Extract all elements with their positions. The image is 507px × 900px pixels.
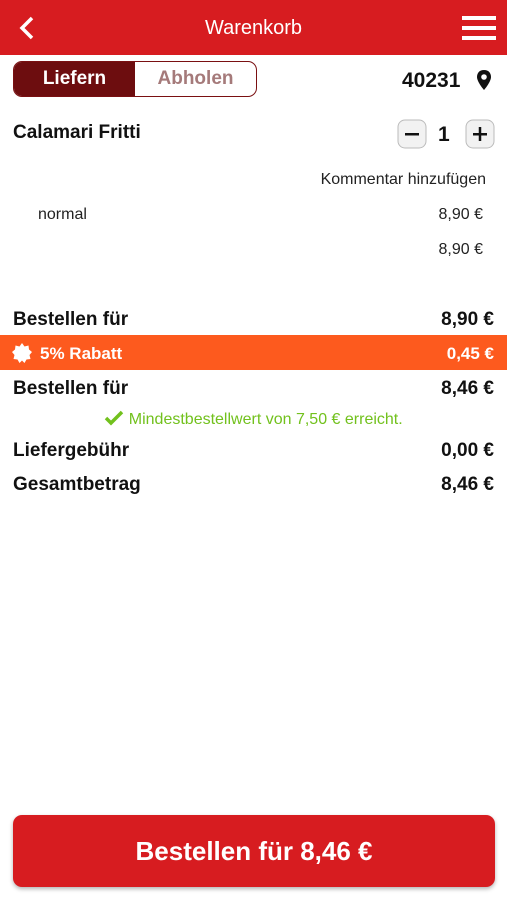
quantity: 1 [438,123,450,146]
mode-toggle: Liefern Abholen [13,61,257,97]
discounted-value: 8,46 € [441,378,494,399]
subtotal-label: Bestellen für [13,309,129,330]
header [0,0,507,55]
total-value: 8,46 € [441,474,494,495]
discount-label: 5% Rabatt [40,344,123,363]
toggle-option[interactable]: Abholen [157,68,234,89]
item-option: normal [38,206,87,223]
discount-bar [0,335,507,370]
minimum-note-row: Mindestbestellwert von 7,50 € erreicht. [0,410,507,428]
option-price: 8,90 € [438,206,483,223]
discount-value: 0,45 € [446,344,494,363]
location-icon [477,70,491,90]
item-total: 8,90 € [438,241,483,258]
header-title: Warenkorb [204,17,303,39]
back-button[interactable] [16,15,40,41]
minimum-note: Mindestbestellwert von 7,50 € erreicht. [128,411,403,428]
discounted-label: Bestellen für [13,378,129,399]
increase-button[interactable] [465,119,495,149]
discount-icon [12,343,32,363]
toggle-option[interactable]: Liefern [14,62,135,96]
delivery-fee-label: Liefergebühr [13,440,130,461]
subtotal-value: 8,90 € [441,309,494,330]
decrease-button[interactable] [397,119,427,149]
item-name: Calamari Fritti [13,122,141,143]
delivery-fee-value: 0,00 € [441,440,494,461]
postal-code: 40231 [402,69,461,92]
check-icon [105,410,124,426]
comment-link[interactable]: Kommentar hinzufügen [320,171,486,188]
order-button[interactable]: Bestellen für 8,46 € [13,815,495,887]
total-label: Gesamtbetrag [13,474,141,495]
menu-button[interactable] [462,15,498,41]
